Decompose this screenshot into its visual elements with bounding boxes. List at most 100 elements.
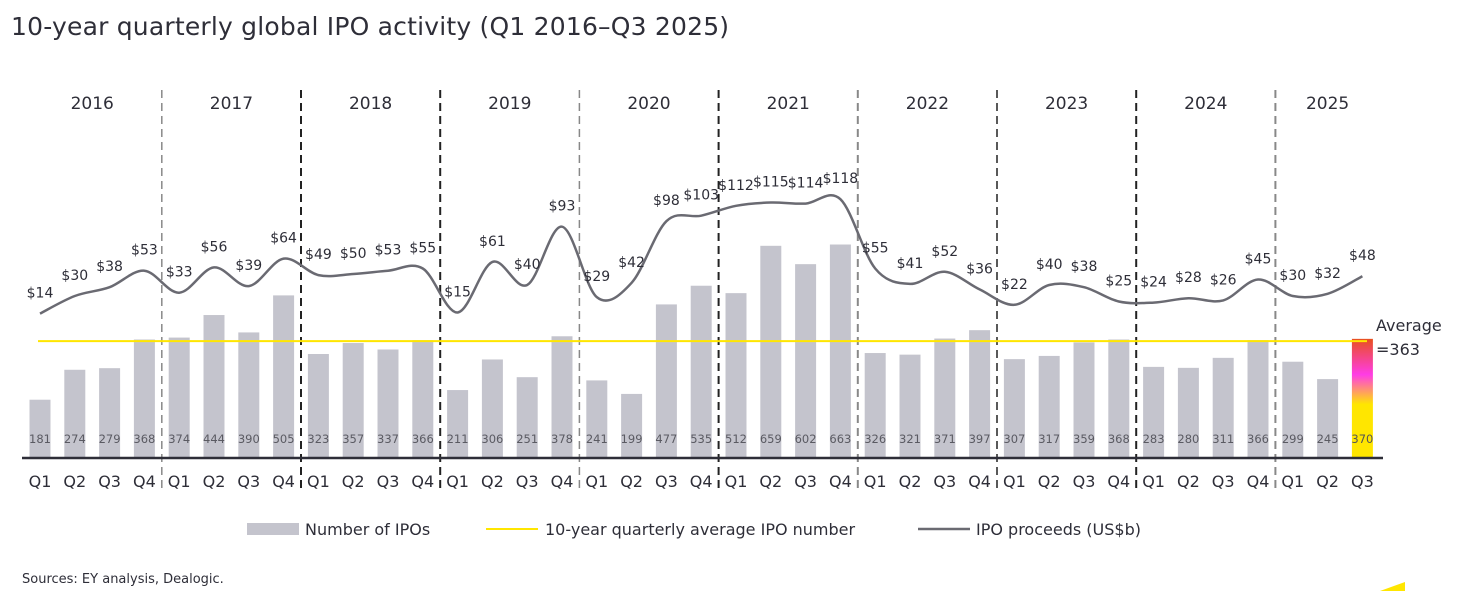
bar-value-label: 279 <box>99 432 121 446</box>
x-tick-label: Q4 <box>1247 472 1270 491</box>
bar-value-label: 307 <box>1003 432 1025 446</box>
year-label: 2025 <box>1306 94 1349 114</box>
bar-value-label: 359 <box>1073 432 1095 446</box>
x-tick-label: Q2 <box>203 472 226 491</box>
bar-value-label: 535 <box>690 432 712 446</box>
year-label: 2017 <box>210 94 253 114</box>
bar <box>864 353 886 458</box>
legend-label-bars: Number of IPOs <box>305 520 430 539</box>
bar-value-label: 283 <box>1143 432 1165 446</box>
x-tick-label: Q3 <box>516 472 539 491</box>
bar <box>795 264 817 458</box>
proceeds-label: $48 <box>1349 248 1376 264</box>
bar <box>29 399 51 458</box>
bar <box>412 340 434 458</box>
bar <box>1108 339 1130 458</box>
x-tick-label: Q3 <box>98 472 121 491</box>
proceeds-label: $22 <box>1001 277 1028 293</box>
x-tick-label: Q3 <box>237 472 260 491</box>
bar-value-label: 477 <box>655 432 677 446</box>
proceeds-label: $40 <box>1036 257 1063 273</box>
proceeds-label: $49 <box>305 247 332 263</box>
x-tick-label: Q2 <box>63 472 86 491</box>
proceeds-label: $56 <box>201 239 228 255</box>
bar-value-label: 366 <box>1247 432 1269 446</box>
x-tick-label: Q1 <box>168 472 191 491</box>
bar-value-label: 602 <box>795 432 817 446</box>
bar-value-label: 378 <box>551 432 573 446</box>
bar-value-label: 323 <box>307 432 329 446</box>
x-tick-label: Q1 <box>1003 472 1026 491</box>
x-tick-label: Q1 <box>29 472 52 491</box>
x-tick-label: Q3 <box>794 472 817 491</box>
proceeds-label: $114 <box>788 176 824 192</box>
bar-value-label: 371 <box>934 432 956 446</box>
proceeds-label: $41 <box>897 256 924 272</box>
x-tick-label: Q4 <box>829 472 852 491</box>
year-label: 2019 <box>488 94 531 114</box>
bar <box>1177 367 1199 458</box>
bar <box>725 293 747 458</box>
bar-value-label: 374 <box>168 432 190 446</box>
proceeds-label: $14 <box>27 286 54 302</box>
proceeds-label: $30 <box>61 268 88 284</box>
x-tick-label: Q2 <box>481 472 504 491</box>
bar-value-label: 390 <box>238 432 260 446</box>
bar <box>655 304 677 458</box>
bar <box>133 339 155 458</box>
bar <box>621 393 643 458</box>
proceeds-label: $29 <box>583 269 610 285</box>
bar <box>447 390 469 458</box>
bar <box>516 377 538 458</box>
bar-value-label: 245 <box>1317 432 1339 446</box>
year-label: 2020 <box>627 94 670 114</box>
x-tick-label: Q3 <box>1212 472 1235 491</box>
bar-value-label: 368 <box>133 432 155 446</box>
bar <box>1073 342 1095 458</box>
x-tick-label: Q4 <box>1107 472 1130 491</box>
x-tick-label: Q4 <box>411 472 434 491</box>
bar <box>586 380 608 458</box>
x-tick-label: Q2 <box>342 472 365 491</box>
bar-value-label: 299 <box>1282 432 1304 446</box>
x-tick-label: Q3 <box>1073 472 1096 491</box>
bar-value-label: 311 <box>1212 432 1234 446</box>
proceeds-label: $61 <box>479 234 506 250</box>
bar-value-label: 512 <box>725 432 747 446</box>
bar <box>1317 379 1339 458</box>
x-tick-label: Q2 <box>1177 472 1200 491</box>
bar <box>203 315 225 458</box>
proceeds-label: $38 <box>96 259 123 275</box>
proceeds-label: $28 <box>1175 270 1202 286</box>
x-tick-label: Q1 <box>585 472 608 491</box>
proceeds-label: $45 <box>1245 252 1272 268</box>
bar-value-label: 280 <box>1177 432 1199 446</box>
bar <box>1351 338 1373 458</box>
proceeds-label: $55 <box>409 241 436 257</box>
bar-value-label: 199 <box>621 432 643 446</box>
bar <box>551 336 573 458</box>
proceeds-label: $64 <box>270 231 297 247</box>
x-tick-label: Q3 <box>933 472 956 491</box>
bar <box>969 330 991 458</box>
proceeds-label: $103 <box>683 188 719 204</box>
chart-title: 10-year quarterly global IPO activity (Q… <box>11 12 730 41</box>
bar <box>273 295 295 458</box>
x-tick-label: Q1 <box>1281 472 1304 491</box>
bar-value-label: 663 <box>829 432 851 446</box>
bar <box>64 369 86 458</box>
proceeds-label: $38 <box>1071 259 1098 275</box>
x-tick-label: Q1 <box>725 472 748 491</box>
bar <box>829 244 851 458</box>
x-tick-label: Q2 <box>899 472 922 491</box>
bar <box>481 359 503 458</box>
proceeds-line <box>39 194 1363 315</box>
x-tick-label: Q4 <box>272 472 295 491</box>
bar-value-label: 659 <box>760 432 782 446</box>
bar-value-label: 368 <box>1108 432 1130 446</box>
proceeds-label: $53 <box>375 243 402 259</box>
proceeds-label: $36 <box>966 261 993 277</box>
bar <box>1212 357 1234 458</box>
proceeds-label: $115 <box>753 175 789 191</box>
